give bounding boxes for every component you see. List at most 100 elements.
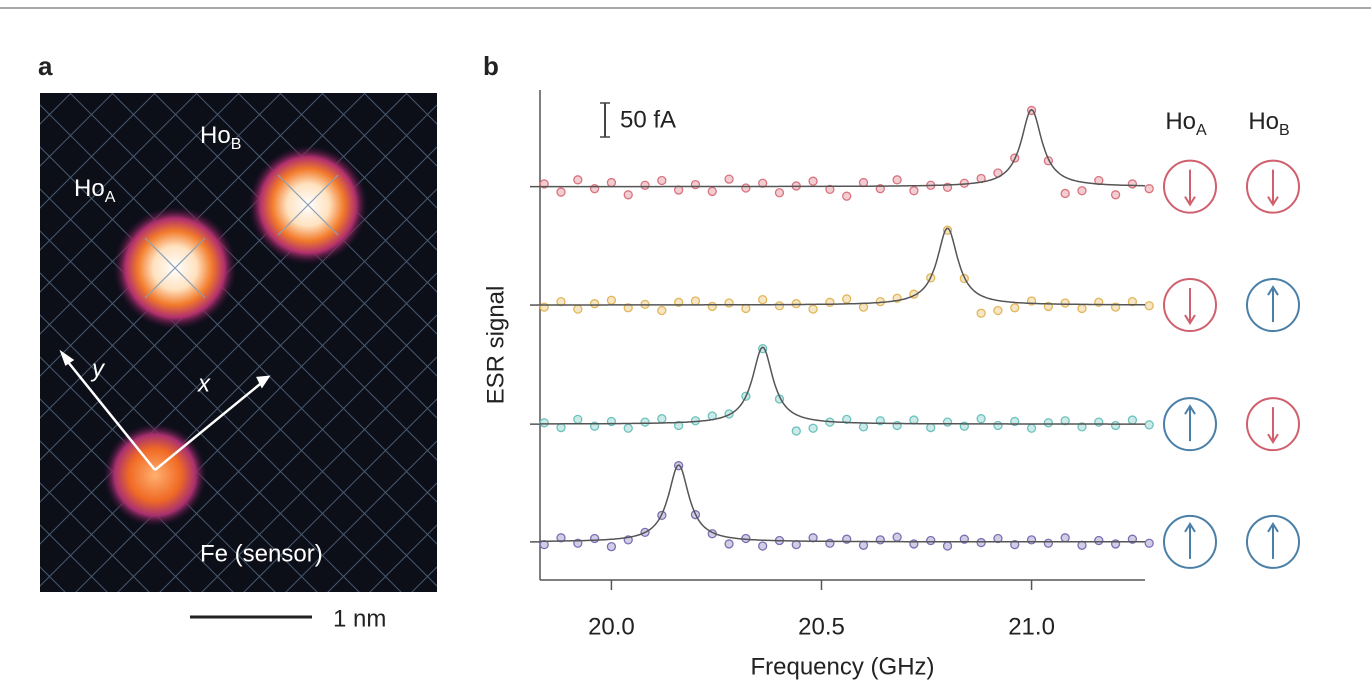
lattice-line xyxy=(405,93,437,125)
lattice-line xyxy=(537,93,1037,593)
lattice-line xyxy=(321,93,437,209)
lattice-line xyxy=(40,188,437,587)
data-point xyxy=(942,225,953,235)
data-point xyxy=(606,177,617,188)
column-header-sub: B xyxy=(1279,122,1290,139)
x-axis-label: Frequency (GHz) xyxy=(750,653,934,680)
data-point xyxy=(724,298,734,308)
data-point xyxy=(1060,188,1070,199)
data-point xyxy=(758,294,768,305)
panel-label: a xyxy=(38,51,53,81)
data-point xyxy=(1144,184,1154,194)
spin-arrowhead xyxy=(1184,196,1196,207)
data-point xyxy=(657,414,667,424)
lattice-line xyxy=(285,440,437,592)
spin-circle xyxy=(1163,397,1217,452)
data-point xyxy=(758,541,768,551)
data-point xyxy=(858,302,869,312)
lattice-line xyxy=(279,93,437,251)
data-point xyxy=(573,175,583,185)
data-point xyxy=(1110,190,1121,200)
column-header-text: Ho xyxy=(1165,108,1196,135)
lattice-line xyxy=(40,93,324,377)
data-point xyxy=(909,186,919,196)
lattice-line xyxy=(495,93,995,593)
lattice-line xyxy=(453,93,953,593)
data-point xyxy=(707,186,717,197)
lattice-line xyxy=(40,93,198,251)
data-point xyxy=(892,175,902,185)
data-point xyxy=(573,414,583,425)
lattice-line xyxy=(40,482,150,592)
column-header-text: Ho xyxy=(1248,108,1279,135)
data-point xyxy=(657,175,667,186)
lattice-line xyxy=(40,272,360,592)
ho-a-label: HoA xyxy=(74,175,116,206)
spin-arrowhead xyxy=(1267,196,1279,207)
data-point xyxy=(690,296,701,306)
data-point xyxy=(606,542,617,552)
spin-circle xyxy=(1163,278,1217,333)
lattice-line xyxy=(69,93,437,461)
data-point xyxy=(842,294,852,304)
lattice-line xyxy=(40,93,156,209)
lattice-line xyxy=(117,272,437,592)
lattice-line xyxy=(40,146,437,545)
y-direction: y xyxy=(90,355,106,382)
data-point xyxy=(858,422,869,432)
data-point xyxy=(1127,415,1138,425)
data-point xyxy=(1127,179,1138,189)
data-point xyxy=(1094,417,1104,427)
data-point xyxy=(825,184,835,195)
lattice-line xyxy=(201,356,437,592)
data-point xyxy=(1094,535,1104,546)
data-point xyxy=(942,541,953,551)
data-point xyxy=(976,308,986,318)
fit-curve xyxy=(539,464,1145,543)
data-point xyxy=(640,417,650,427)
spin-arrowhead xyxy=(1184,314,1196,325)
data-point xyxy=(556,422,566,433)
spin-circle xyxy=(1163,159,1217,214)
data-point xyxy=(791,539,801,550)
data-point xyxy=(623,190,633,200)
data-point xyxy=(942,417,953,427)
lattice-line xyxy=(327,482,437,592)
data-point xyxy=(892,420,902,431)
lattice-line xyxy=(40,440,192,592)
data-point xyxy=(976,414,986,424)
lattice-line xyxy=(490,93,990,593)
data-point xyxy=(1026,535,1037,545)
data-point xyxy=(875,535,885,545)
data-point xyxy=(640,180,650,190)
data-point xyxy=(808,423,818,433)
data-point xyxy=(673,420,684,431)
lattice-line xyxy=(0,93,29,593)
spin-circle xyxy=(1163,514,1217,569)
data-point xyxy=(1127,297,1138,307)
lattice-line xyxy=(658,93,1158,593)
panel-label: b xyxy=(483,51,499,81)
data-point xyxy=(741,303,751,314)
data-point xyxy=(808,176,818,186)
data-point xyxy=(774,188,785,198)
data-point xyxy=(825,538,835,548)
data-point xyxy=(808,304,818,314)
column-header-sub: A xyxy=(1196,122,1207,139)
data-point xyxy=(657,305,667,316)
data-point xyxy=(573,304,583,314)
data-point xyxy=(623,303,633,313)
spin-arrowhead xyxy=(1184,522,1196,533)
lattice-line xyxy=(40,230,402,592)
spin-circle xyxy=(1246,278,1300,333)
spin-circle xyxy=(1246,159,1300,214)
data-point xyxy=(724,539,734,549)
x-tick-label: 21.0 xyxy=(1008,613,1055,640)
data-point xyxy=(1144,538,1154,548)
fit-curve xyxy=(540,346,1145,425)
ho-b-label: HoB xyxy=(200,122,241,153)
lattice-line xyxy=(369,524,437,592)
data-point xyxy=(1144,301,1154,311)
data-point xyxy=(690,179,701,190)
data-point xyxy=(741,183,751,193)
